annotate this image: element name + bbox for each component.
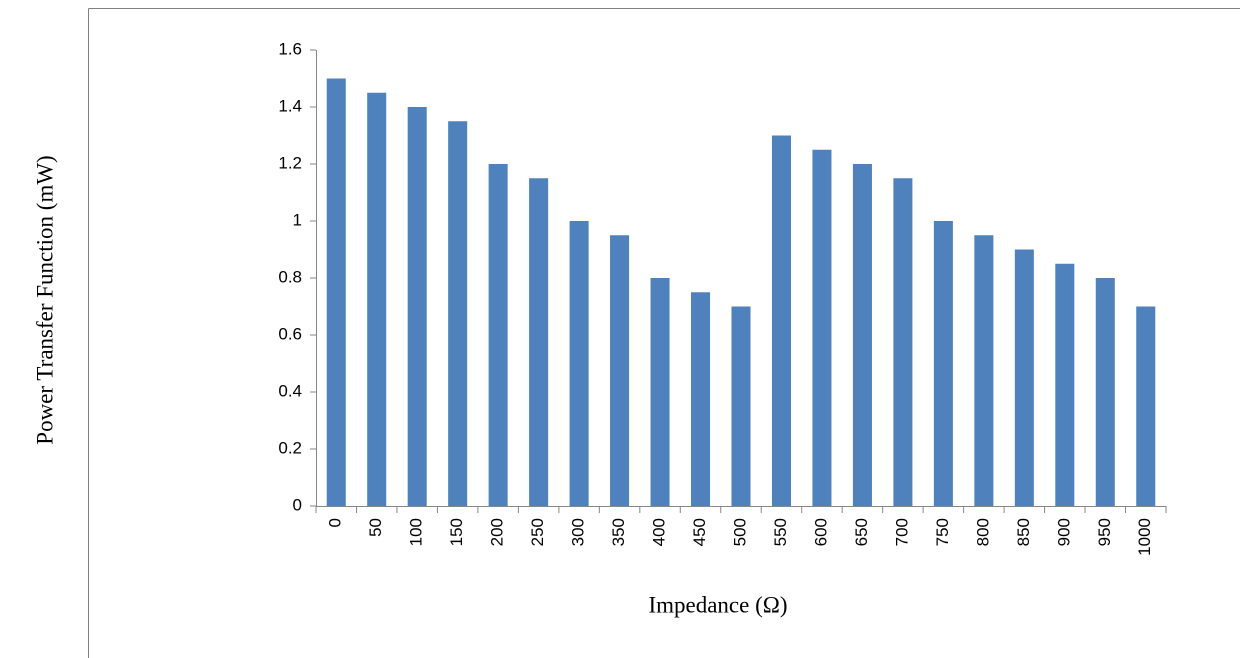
bar bbox=[610, 235, 630, 506]
bar bbox=[448, 121, 468, 506]
x-tick-label: 650 bbox=[852, 518, 871, 546]
y-tick-label: 0.2 bbox=[278, 438, 302, 457]
bar bbox=[731, 306, 751, 506]
bar bbox=[529, 178, 549, 506]
bar bbox=[1095, 278, 1115, 506]
bar bbox=[893, 178, 913, 506]
x-tick-label: 1000 bbox=[1135, 518, 1154, 556]
bar bbox=[691, 292, 711, 506]
bar bbox=[488, 164, 508, 506]
bar bbox=[650, 278, 670, 506]
x-tick-label: 600 bbox=[811, 518, 830, 546]
bar bbox=[1055, 263, 1075, 506]
bar bbox=[407, 107, 427, 506]
x-tick-label: 350 bbox=[609, 518, 628, 546]
y-axis-title: Power Transfer Function (mW) bbox=[32, 155, 57, 444]
x-tick-label: 450 bbox=[690, 518, 709, 546]
y-tick-label: 0.6 bbox=[278, 324, 302, 343]
bar bbox=[326, 78, 346, 506]
y-tick-label: 1.4 bbox=[278, 96, 302, 115]
x-tick-label: 900 bbox=[1054, 518, 1073, 546]
bar bbox=[367, 92, 387, 506]
bar bbox=[1014, 249, 1034, 506]
bar bbox=[771, 135, 791, 506]
y-tick-label: 0 bbox=[293, 495, 302, 514]
x-tick-label: 400 bbox=[650, 518, 669, 546]
x-tick-label: 500 bbox=[730, 518, 749, 546]
x-axis-title: Impedance (Ω) bbox=[648, 592, 787, 617]
y-tick-label: 1.6 bbox=[278, 39, 302, 58]
y-tick-label: 0.8 bbox=[278, 267, 302, 286]
y-tick-label: 0.4 bbox=[278, 381, 302, 400]
x-tick-label: 750 bbox=[933, 518, 952, 546]
bar bbox=[852, 164, 872, 506]
bar bbox=[1136, 306, 1156, 506]
y-tick-label: 1.2 bbox=[278, 153, 302, 172]
x-tick-label: 0 bbox=[326, 518, 345, 527]
bar bbox=[933, 221, 953, 506]
x-tick-label: 800 bbox=[973, 518, 992, 546]
x-tick-label: 200 bbox=[488, 518, 507, 546]
bar bbox=[569, 221, 589, 506]
x-tick-label: 50 bbox=[366, 518, 385, 537]
x-tick-label: 850 bbox=[1014, 518, 1033, 546]
y-tick-label: 1 bbox=[293, 210, 302, 229]
bar bbox=[974, 235, 994, 506]
x-tick-label: 550 bbox=[771, 518, 790, 546]
x-tick-label: 250 bbox=[528, 518, 547, 546]
x-tick-label: 100 bbox=[407, 518, 426, 546]
bar bbox=[812, 149, 832, 506]
x-tick-label: 950 bbox=[1095, 518, 1114, 546]
x-tick-label: 150 bbox=[447, 518, 466, 546]
x-tick-label: 300 bbox=[569, 518, 588, 546]
x-tick-label: 700 bbox=[892, 518, 911, 546]
